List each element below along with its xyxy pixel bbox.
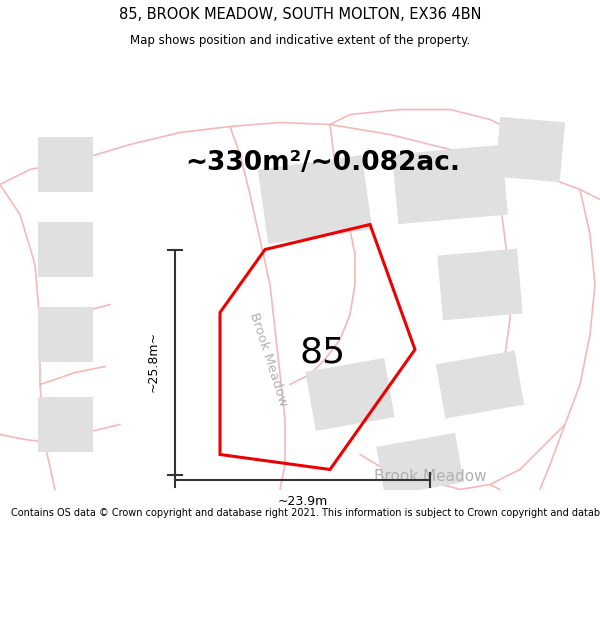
Polygon shape <box>495 117 565 182</box>
Text: Brook Meadow: Brook Meadow <box>374 469 487 484</box>
Polygon shape <box>258 155 372 244</box>
Polygon shape <box>305 358 395 431</box>
Text: 85: 85 <box>300 336 346 369</box>
Text: ~25.8m~: ~25.8m~ <box>146 331 160 392</box>
Polygon shape <box>37 307 92 362</box>
Text: Brook Meadow: Brook Meadow <box>247 311 289 408</box>
Text: Map shows position and indicative extent of the property.: Map shows position and indicative extent… <box>130 34 470 47</box>
Text: ~23.9m: ~23.9m <box>277 495 328 508</box>
Polygon shape <box>376 433 464 496</box>
Polygon shape <box>37 222 92 277</box>
Text: 85, BROOK MEADOW, SOUTH MOLTON, EX36 4BN: 85, BROOK MEADOW, SOUTH MOLTON, EX36 4BN <box>119 7 481 22</box>
Text: Contains OS data © Crown copyright and database right 2021. This information is : Contains OS data © Crown copyright and d… <box>11 508 600 518</box>
Polygon shape <box>37 397 92 452</box>
Polygon shape <box>437 249 523 321</box>
Polygon shape <box>392 145 508 224</box>
Polygon shape <box>436 351 524 419</box>
Text: ~330m²/~0.082ac.: ~330m²/~0.082ac. <box>185 149 460 176</box>
Polygon shape <box>37 137 92 192</box>
